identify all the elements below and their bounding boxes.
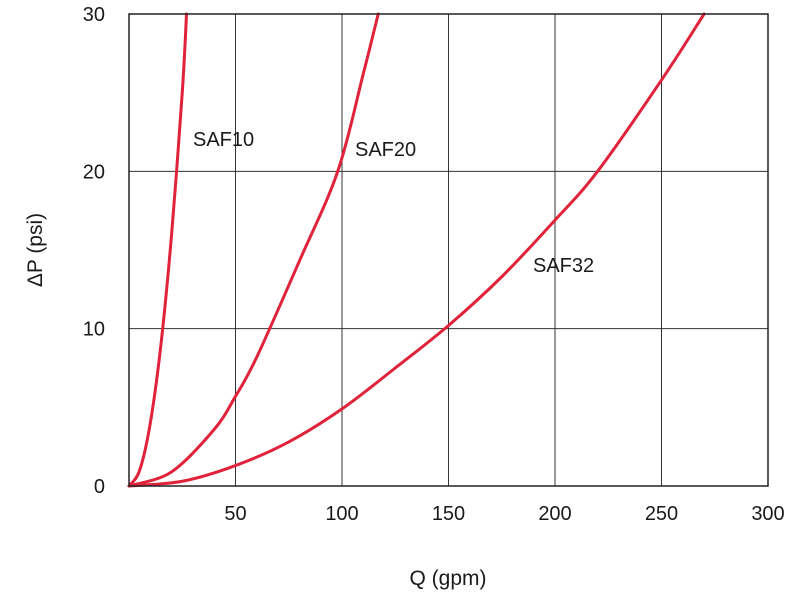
series-line-saf32 [127,12,706,488]
y-tick-label: 30 [83,4,105,26]
tick-labels: 50 100 150 200 250 300 0 10 20 30 [83,4,785,525]
series-label-saf32: SAF32 [533,255,594,277]
x-tick-label: 150 [432,503,465,525]
curves [127,12,706,488]
x-tick-label: 200 [538,503,571,525]
grid [129,14,768,486]
x-axis-label: Q (gpm) [409,567,486,590]
series-line-saf10 [127,12,189,488]
x-tick-label: 300 [751,503,784,525]
series-labels: SAF10 SAF20 SAF32 [193,129,594,277]
x-tick-label: 250 [645,503,678,525]
series-line-saf20 [127,12,380,488]
y-tick-label: 0 [94,476,105,498]
y-tick-label: 10 [83,319,105,341]
x-tick-label: 100 [325,503,358,525]
series-label-saf20: SAF20 [355,139,416,161]
plot-frame [128,13,769,487]
series-label-saf10: SAF10 [193,129,254,151]
y-tick-label: 20 [83,161,105,183]
y-axis-label: ΔP (psi) [24,213,47,287]
x-tick-label: 50 [224,503,246,525]
